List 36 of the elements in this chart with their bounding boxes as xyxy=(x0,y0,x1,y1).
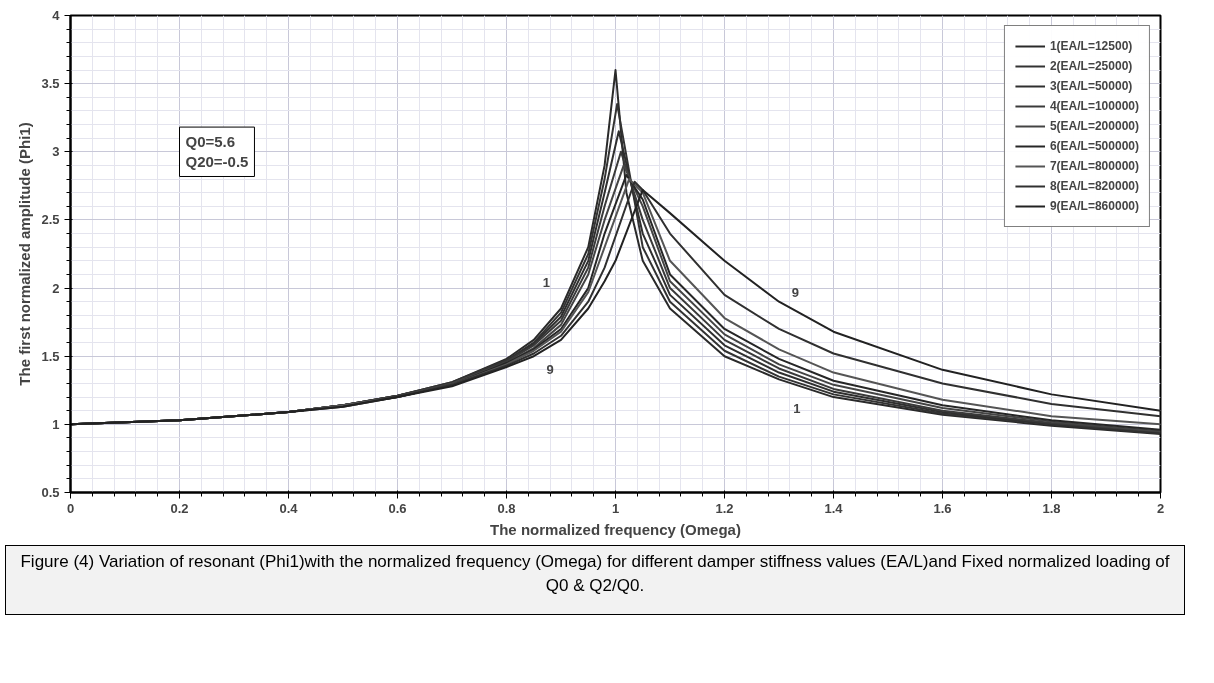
annotation: 1 xyxy=(542,275,550,291)
y-tick-label: 4 xyxy=(52,8,61,23)
legend-label: 5(EA/L=200000) xyxy=(1049,119,1139,133)
legend-label: 3(EA/L=50000) xyxy=(1049,79,1133,93)
x-tick-label: 0.8 xyxy=(497,500,516,516)
legend-label: 8(EA/L=820000) xyxy=(1049,179,1139,193)
y-tick-label: 1 xyxy=(52,416,60,432)
x-tick-label: 1.2 xyxy=(715,500,734,516)
y-tick-label: 3 xyxy=(52,144,60,160)
x-tick-label: 0.6 xyxy=(388,500,407,516)
y-tick-label: 2 xyxy=(52,280,60,296)
x-axis-title: The normalized frequency (Omega) xyxy=(490,520,741,538)
x-tick-label: 0.2 xyxy=(170,500,189,516)
legend-label: 7(EA/L=800000) xyxy=(1049,159,1139,173)
legend-label: 2(EA/L=25000) xyxy=(1049,59,1133,73)
legend-label: 1(EA/L=12500) xyxy=(1049,39,1133,53)
annotation: Q0=5.6 Q20=-0.5 xyxy=(185,133,249,171)
y-tick-label: 1.5 xyxy=(41,348,60,364)
legend-label: 4(EA/L=100000) xyxy=(1049,99,1139,113)
x-tick-label: 2 xyxy=(1156,500,1165,516)
y-tick-label: 0.5 xyxy=(41,485,60,500)
legend-label: 9(EA/L=860000) xyxy=(1049,199,1139,213)
annotation: 9 xyxy=(791,284,799,300)
y-axis-title: The first normalized amplitude (Phi1) xyxy=(16,122,34,386)
x-tick-label: 1 xyxy=(611,500,620,516)
x-tick-label: 1.8 xyxy=(1042,500,1061,516)
y-tick-label: 3.5 xyxy=(41,76,60,92)
text: Figure (4) Variation of resonant (Phi1)with the normalized frequency (Omega) for different damper stiffness values (EA/L)and Fixed normalized loading of Q0 & Q2/Q0. xyxy=(19,551,1171,598)
x-tick-label: 1.4 xyxy=(824,500,844,516)
annotation: 9 xyxy=(546,362,554,378)
x-tick-label: 0.4 xyxy=(279,500,299,516)
legend-label: 6(EA/L=500000) xyxy=(1049,139,1139,153)
x-tick-label: 0 xyxy=(66,500,75,516)
annotation: 1 xyxy=(793,400,801,416)
x-tick-label: 1.6 xyxy=(933,500,952,516)
y-tick-label: 2.5 xyxy=(41,212,60,228)
